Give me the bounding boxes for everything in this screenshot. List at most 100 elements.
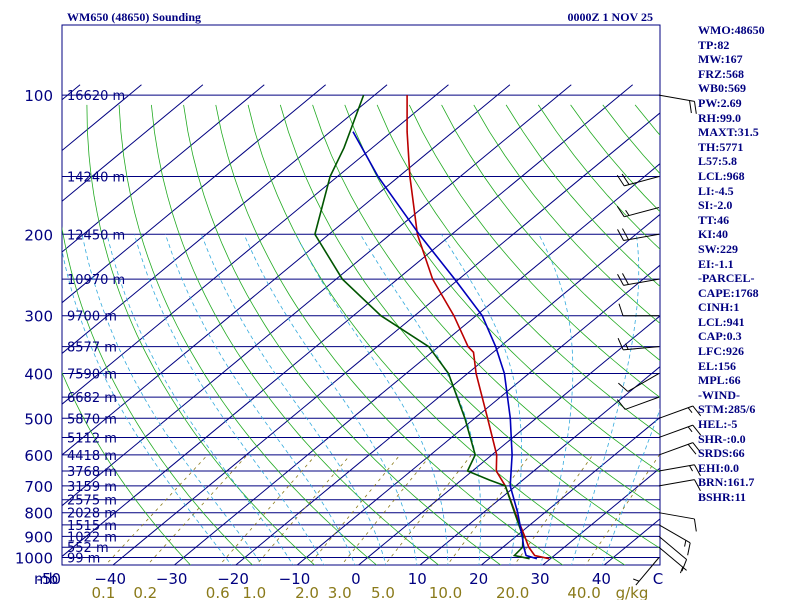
height-label: 9700 m [67, 310, 117, 325]
index-item: SHR-:0.0 [698, 431, 746, 446]
dry-adiabat-line [473, 104, 660, 324]
mixing-ratio-line [146, 454, 248, 565]
wind-barb [633, 557, 660, 586]
height-label: 12450 m [67, 228, 125, 243]
dry-adiabat-line [408, 104, 660, 398]
isotherm-line [62, 84, 511, 456]
dry-adiabat-line [312, 104, 660, 511]
temperature-unit-label: C [653, 570, 663, 588]
moist-adiabat-line [441, 234, 522, 565]
chart-time: 0000Z 1 NOV 25 [568, 10, 653, 24]
wind-barb [618, 303, 659, 317]
wind-barb [616, 173, 660, 187]
height-label: 16620 m [67, 89, 125, 104]
wind-barb [617, 273, 660, 286]
wind-barbs [616, 94, 702, 586]
index-item: MAXT:31.5 [698, 125, 759, 140]
mixing-ratio-line [341, 454, 432, 565]
wind-barb [658, 479, 701, 491]
mixing-ratio-tick-label: 0.2 [133, 584, 157, 600]
mixing-ratio-axis-label: g/kg [616, 584, 649, 600]
temperature-tick-label: 0 [351, 570, 361, 588]
index-item: CAPE:1768 [698, 285, 759, 300]
index-item: TP:82 [698, 37, 730, 52]
isotherm-line [235, 213, 660, 565]
pressure-axis: 100 200 300 400 500 600 700 800 900 1000 mb [15, 87, 58, 588]
moist-adiabat-line [165, 234, 356, 565]
wind-barb [658, 524, 691, 556]
wind-barb [617, 338, 660, 351]
wind-barb [658, 464, 701, 477]
plot-frame [61, 24, 661, 566]
pressure-tick-label: 100 [24, 87, 53, 105]
isotherm-line [62, 84, 572, 507]
temperature-axis: -50 −40 −30 −20 −10 0 10 20 30 40 C [37, 570, 664, 588]
dry-adiabat-line [279, 104, 660, 549]
wind-barb [658, 94, 697, 114]
wind-barb [658, 546, 687, 574]
height-label: 5870 m [67, 412, 117, 427]
mixing-ratio-line [104, 454, 208, 565]
isotherm-line [112, 112, 660, 565]
moist-adiabat-line [62, 248, 232, 565]
mixing-ratio-tick-label: 5.0 [371, 584, 395, 600]
index-item: SI:-2.0 [698, 198, 733, 213]
pressure-tick-label: 1000 [15, 550, 53, 568]
height-label: 2028 m [67, 507, 117, 522]
chart-title: WM650 (48650) Sounding [67, 10, 201, 24]
height-label: 8577 m [67, 341, 117, 356]
index-item: LFC:926 [698, 344, 744, 359]
index-item: KI:40 [698, 227, 728, 242]
mixing-ratio-line [513, 454, 594, 565]
pressure-tick-label: 700 [24, 478, 53, 496]
temperature-tick-label: -50 [37, 570, 62, 588]
isotherm-line [62, 84, 633, 558]
index-item: CINH:1 [698, 300, 740, 315]
moist-adiabat-line [106, 234, 294, 565]
index-item: -WIND- [698, 387, 740, 402]
index-item: FRZ:568 [698, 66, 744, 81]
height-label: 6682 m [67, 391, 117, 406]
wind-barb [658, 424, 702, 438]
index-item: CAP:0.3 [698, 329, 742, 344]
isotherm-line [173, 163, 660, 565]
index-item: -PARCEL- [698, 271, 755, 286]
height-label: 2575 m [67, 494, 117, 509]
isotherm-line [62, 84, 326, 304]
index-item: RH:99.0 [698, 110, 741, 125]
height-label: 7590 m [67, 367, 117, 382]
profile-lines [314, 94, 550, 560]
dry-adiabat-line [441, 104, 660, 361]
wind-barb [617, 228, 660, 242]
index-item: SRDS:66 [698, 446, 745, 461]
dewpoint-line [314, 94, 530, 560]
pressure-tick-label: 900 [24, 528, 53, 546]
dry-adiabat-line [344, 104, 660, 473]
height-label: 10970 m [67, 273, 125, 288]
moist-adiabat-line [360, 234, 482, 565]
isotherm-line [62, 84, 204, 202]
wind-barb [618, 373, 660, 392]
mixing-ratio-tick-label: 0.6 [206, 584, 230, 600]
index-item: LI:-4.5 [698, 183, 734, 198]
temperature-tick-label: −30 [156, 570, 188, 588]
mixing-ratio-tick-label: 10.0 [429, 584, 462, 600]
pressure-tick-label: 200 [24, 226, 53, 244]
mixing-ratio-line [384, 454, 472, 565]
mixing-ratio-tick-label: 2.0 [295, 584, 319, 600]
temperature-tick-label: 30 [530, 570, 549, 588]
stability-indices-panel: WMO:48650 TP:82 MW:167 FRZ:568 WB0:569 PW:2.6… [698, 23, 765, 505]
temperature-tick-label: −20 [217, 570, 249, 588]
wind-barb [658, 405, 702, 419]
mixing-ratio-tick-label: 0.1 [91, 584, 115, 600]
height-labels: 16620 m 14240 m 12450 m 10970 m 9700 m 8577 m… [67, 89, 125, 565]
height-label: 14240 m [67, 171, 125, 186]
pressure-tick-label: 800 [24, 505, 53, 523]
dry-adiabat-line [118, 104, 378, 565]
mixing-ratio-tick-label: 20.0 [496, 584, 529, 600]
index-item: MW:167 [698, 52, 743, 67]
moist-adiabat-line [601, 408, 660, 565]
moist-adiabat-line [571, 234, 640, 565]
moist-adiabat-line [201, 234, 387, 565]
